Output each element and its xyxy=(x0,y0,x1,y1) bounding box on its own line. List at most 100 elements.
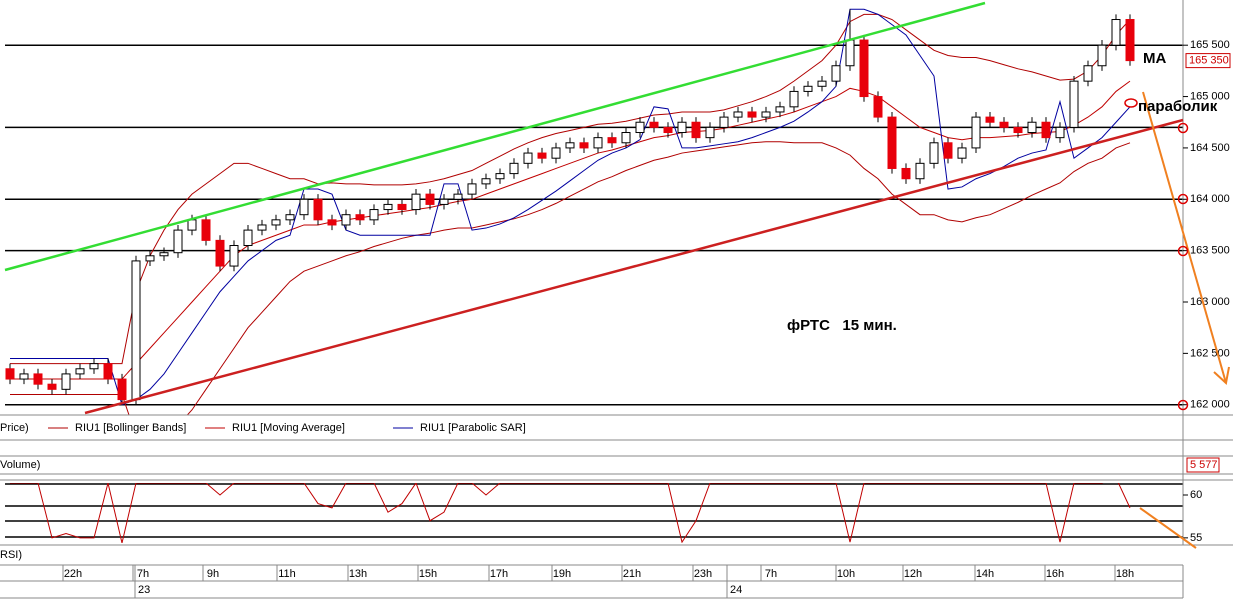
candle-body xyxy=(859,39,869,98)
x-tick-label: 18h xyxy=(1116,568,1134,580)
candle-body xyxy=(131,260,141,401)
trend-line xyxy=(84,118,1184,415)
candle-body xyxy=(1097,44,1107,67)
legend-label: RIU1 [Parabolic SAR] xyxy=(420,422,526,434)
y-tick-label: 165 000 xyxy=(1190,90,1230,102)
candle-body xyxy=(61,373,71,390)
candle-body xyxy=(985,116,995,123)
x-tick-label: 12h xyxy=(904,568,922,580)
candle-body xyxy=(845,39,855,67)
candle-body xyxy=(677,121,687,134)
candle-body xyxy=(607,137,617,144)
candle-body xyxy=(1125,19,1135,62)
marker xyxy=(1177,399,1189,411)
candle-body xyxy=(173,229,183,254)
candle-body xyxy=(271,219,281,226)
candle-body xyxy=(691,121,701,139)
x-tick-label: 13h xyxy=(349,568,367,580)
candle-body xyxy=(243,229,253,247)
candle-body xyxy=(523,152,533,164)
candle-body xyxy=(509,162,519,175)
marker xyxy=(1177,245,1189,257)
candle-body xyxy=(705,126,715,139)
candle-body xyxy=(1055,126,1065,139)
y-tick-label: 55 xyxy=(1190,532,1202,544)
x-tick-label: 16h xyxy=(1046,568,1064,580)
marker xyxy=(1177,122,1189,134)
candle-body xyxy=(215,239,225,267)
candle-body xyxy=(635,121,645,134)
legend-label: RIU1 [Bollinger Bands] xyxy=(75,422,186,434)
rsi-plot xyxy=(5,483,1183,543)
bollinger-upper xyxy=(10,13,1131,365)
candle-body xyxy=(453,193,463,200)
candle-body xyxy=(19,373,29,380)
candle-body xyxy=(285,214,295,221)
candle-body xyxy=(1069,80,1079,128)
candle-body xyxy=(397,203,407,211)
legend-label: RIU1 [Moving Average] xyxy=(232,422,345,434)
candle-body xyxy=(481,178,491,185)
candle-body xyxy=(75,368,85,375)
marker xyxy=(1177,193,1189,205)
arrow xyxy=(1139,507,1197,549)
candle-body xyxy=(341,214,351,226)
value-box xyxy=(1186,457,1220,473)
candle-body xyxy=(425,193,435,205)
candle-body xyxy=(747,111,757,118)
candle-body xyxy=(257,224,267,231)
candle-body xyxy=(761,111,771,118)
trend-line xyxy=(4,1,986,272)
candle-body xyxy=(873,96,883,118)
x-tick-label: 19h xyxy=(553,568,571,580)
candle-body xyxy=(1013,126,1023,134)
candle-body xyxy=(439,198,449,205)
candle-body xyxy=(145,255,155,262)
y-tick-label: 163 000 xyxy=(1190,296,1230,308)
x-tick-label: 10h xyxy=(837,568,855,580)
candle-body xyxy=(187,219,197,231)
drawings: МА параболик фРТС 15 мин. Price) Volume)… xyxy=(0,1,1230,561)
date-label: 23 xyxy=(138,584,150,596)
candle-body xyxy=(1083,65,1093,82)
candle-body xyxy=(1027,121,1037,134)
candle-body xyxy=(957,147,967,159)
candle-body xyxy=(593,137,603,149)
candle-body xyxy=(971,116,981,149)
candle-body xyxy=(551,147,561,159)
candle-body xyxy=(915,162,925,180)
candle-body xyxy=(327,219,337,226)
annotation: МА xyxy=(1143,50,1166,67)
y-tick-label: 162 500 xyxy=(1190,347,1230,359)
candle-body xyxy=(103,363,113,380)
y-tick-label: 164 500 xyxy=(1190,142,1230,154)
candle-body xyxy=(159,252,169,257)
date-label: 24 xyxy=(730,584,742,596)
y-tick-label: 162 000 xyxy=(1190,399,1230,411)
candle-body xyxy=(775,106,785,113)
candle-body xyxy=(5,368,15,380)
candle-body xyxy=(369,209,379,221)
candle-body xyxy=(789,90,799,108)
candle-body xyxy=(229,245,239,267)
candle-body xyxy=(943,142,953,159)
candle-body xyxy=(719,116,729,128)
x-tick-label: 23h xyxy=(694,568,712,580)
y-tick-label: 164 000 xyxy=(1190,193,1230,205)
x-tick-label: 22h xyxy=(64,568,82,580)
y-tick-label: 163 500 xyxy=(1190,245,1230,257)
candle-body xyxy=(1041,121,1051,139)
candle-body xyxy=(89,363,99,370)
annotation: фРТС 15 мин. xyxy=(787,317,897,334)
price-plot xyxy=(5,8,1183,415)
candle-body xyxy=(999,121,1009,128)
panel-label: RSI) xyxy=(0,549,22,561)
x-tick-label: 9h xyxy=(207,568,219,580)
candle-body xyxy=(117,378,127,401)
candle-body xyxy=(1111,19,1121,46)
candle-body xyxy=(201,219,211,241)
x-tick-label: 11h xyxy=(278,568,296,580)
candle-body xyxy=(383,203,393,211)
